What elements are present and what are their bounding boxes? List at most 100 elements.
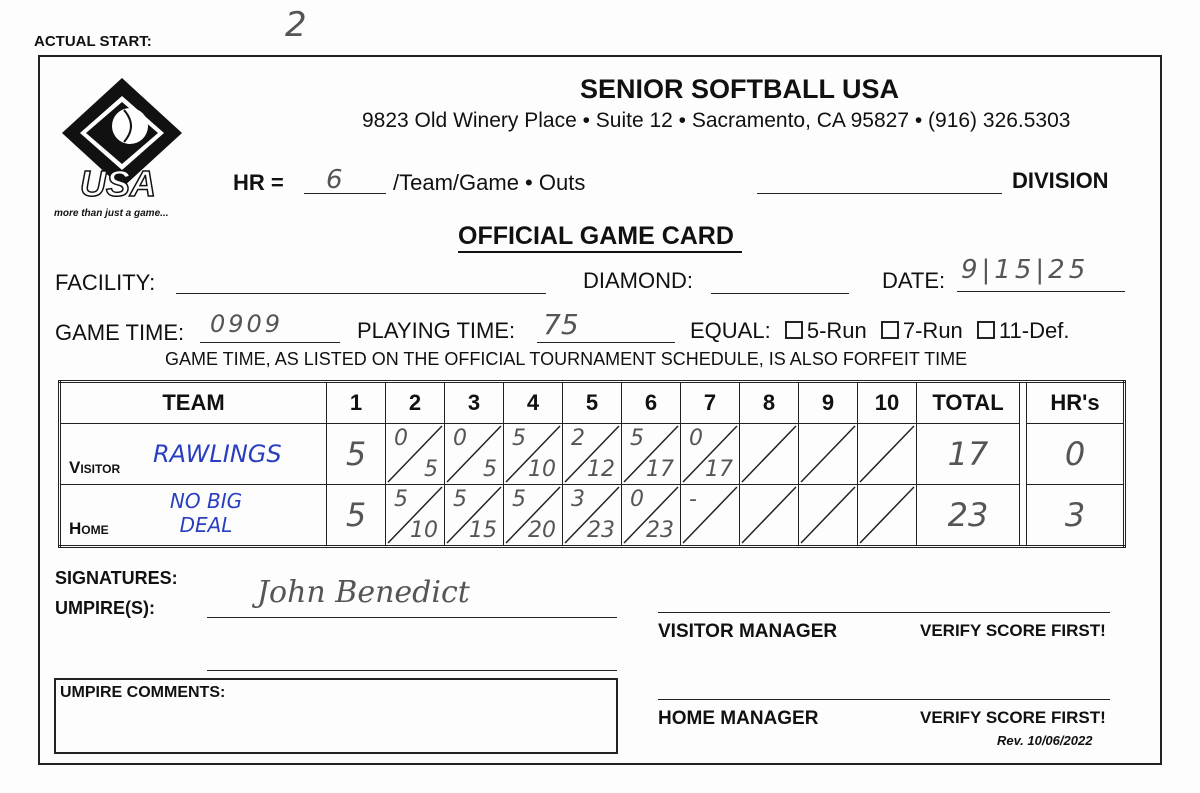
playing-time-field[interactable]: 75 xyxy=(537,308,675,343)
visitor-total[interactable]: 17 xyxy=(916,423,1020,485)
hr-field[interactable]: 6 xyxy=(304,165,386,195)
header-inning: 6 xyxy=(621,381,681,424)
inning-runs: 5 xyxy=(394,487,408,512)
home-inning-9[interactable] xyxy=(798,484,858,547)
cell-diagonal xyxy=(682,486,738,544)
date-label: DATE: xyxy=(882,268,946,293)
cumulative-runs: 10 xyxy=(410,518,438,543)
home-inning-3[interactable]: 5 15 xyxy=(444,484,504,547)
cell-diagonal xyxy=(505,486,561,544)
cumulative-runs: 5 xyxy=(424,457,438,482)
umpire-signature-field[interactable]: John Benedict xyxy=(207,575,617,618)
visitor-hrs[interactable]: 0 xyxy=(1026,423,1125,485)
home-inning-5[interactable]: 3 23 xyxy=(562,484,622,547)
home-inning-10[interactable] xyxy=(857,484,917,547)
home-inning-8[interactable] xyxy=(739,484,799,547)
cell-diagonal xyxy=(741,425,797,483)
forfeit-note: GAME TIME, AS LISTED ON THE OFFICIAL TOU… xyxy=(165,349,968,369)
logo-tagline: more than just a game... xyxy=(54,208,169,219)
logo-usa: USA xyxy=(79,162,157,205)
cumulative-runs: 23 xyxy=(587,518,615,543)
home-inning-4[interactable]: 5 20 xyxy=(503,484,563,547)
division-field[interactable] xyxy=(757,165,1002,194)
cumulative-runs: 20 xyxy=(528,518,556,543)
inning-runs: 3 xyxy=(571,487,585,512)
hrs-value: 0 xyxy=(1064,435,1086,473)
playing-time-label: PLAYING TIME: xyxy=(357,318,516,343)
actual-start-value: 2 xyxy=(285,5,307,45)
revision: Rev. 10/06/2022 xyxy=(997,733,1093,748)
game-time-label: GAME TIME: xyxy=(55,320,185,345)
checkbox-7-run[interactable] xyxy=(880,321,899,339)
home-manager-label: HOME MANAGER xyxy=(658,708,819,729)
cell-diagonal xyxy=(800,425,856,483)
header-hrs: HR's xyxy=(1026,381,1125,424)
diamond-field[interactable] xyxy=(711,265,849,294)
cumulative-runs: 17 xyxy=(705,457,733,482)
home-hrs[interactable]: 3 xyxy=(1026,484,1125,547)
score-table: TEAM 1 2 3 4 5 6 7 8 9 10 TOTAL HR's Vis… xyxy=(58,380,1126,548)
cell-diagonal xyxy=(623,486,679,544)
option-7-run: 7-Run xyxy=(902,318,963,343)
header-inning: 1 xyxy=(326,381,386,424)
inning-runs: 5 xyxy=(345,496,367,534)
visitor-row: Visitor RAWLINGS 5 0 5 0 5 5 10 2 12 5 17 0 17 17 0 xyxy=(59,423,1125,485)
inning-runs: 5 xyxy=(512,487,526,512)
game-time-field[interactable]: 0909 xyxy=(200,310,340,343)
inning-runs: 5 xyxy=(453,487,467,512)
visitor-inning-10[interactable] xyxy=(857,423,917,485)
inning-runs: 0 xyxy=(394,426,408,451)
umpire-label: UMPIRE(S): xyxy=(55,598,155,618)
visitor-inning-8[interactable] xyxy=(739,423,799,485)
total-value: 17 xyxy=(947,435,989,473)
cell-diagonal xyxy=(446,486,502,544)
visitor-label: Visitor xyxy=(69,458,121,477)
cumulative-runs: 23 xyxy=(646,518,674,543)
home-inning-6[interactable]: 0 23 xyxy=(621,484,681,547)
signatures-label: SIGNATURES: xyxy=(55,568,178,588)
home-team-cell[interactable]: Home NO BIG DEAL xyxy=(59,484,327,547)
umpire-signature-field-2[interactable] xyxy=(207,645,617,671)
visitor-inning-7[interactable]: 0 17 xyxy=(680,423,740,485)
diamond-label: DIAMOND: xyxy=(583,268,693,293)
visitor-inning-4[interactable]: 5 10 xyxy=(503,423,563,485)
score-header-row: TEAM 1 2 3 4 5 6 7 8 9 10 TOTAL HR's xyxy=(59,381,1125,424)
date-value: 9|15|25 xyxy=(961,255,1090,285)
home-inning-7[interactable]: - xyxy=(680,484,740,547)
header-inning: 4 xyxy=(503,381,563,424)
checkbox-11-def[interactable] xyxy=(976,321,995,339)
inning-runs: 5 xyxy=(512,426,526,451)
visitor-inning-9[interactable] xyxy=(798,423,858,485)
cell-diagonal xyxy=(682,425,738,483)
option-5-run: 5-Run xyxy=(806,318,867,343)
org-address: 9823 Old Winery Place • Suite 12 • Sacra… xyxy=(362,109,1071,132)
home-row: Home NO BIG DEAL 5 5 10 5 15 5 20 3 23 0 23-23 3 xyxy=(59,484,1125,547)
date-field[interactable]: 9|15|25 xyxy=(957,255,1125,292)
home-total[interactable]: 23 xyxy=(916,484,1020,547)
umpire-comments-box[interactable]: UMPIRE COMMENTS: xyxy=(54,678,618,754)
inning-runs: 5 xyxy=(345,435,367,473)
card-frame xyxy=(38,55,1162,765)
checkbox-5-run[interactable] xyxy=(784,321,803,339)
facility-field[interactable] xyxy=(176,265,546,294)
hrs-value: 3 xyxy=(1064,496,1086,534)
total-value: 23 xyxy=(947,496,989,534)
cell-diagonal xyxy=(387,486,443,544)
home-manager-signature[interactable] xyxy=(658,677,1110,700)
home-label: Home xyxy=(69,519,109,538)
home-inning-1[interactable]: 5 xyxy=(326,484,386,547)
home-inning-2[interactable]: 5 10 xyxy=(385,484,445,547)
cell-diagonal xyxy=(505,425,561,483)
visitor-team-cell[interactable]: Visitor RAWLINGS xyxy=(59,423,327,485)
visitor-manager-signature[interactable] xyxy=(658,590,1110,613)
visitor-inning-5[interactable]: 2 12 xyxy=(562,423,622,485)
header-total: TOTAL xyxy=(916,381,1020,424)
visitor-inning-1[interactable]: 5 xyxy=(326,423,386,485)
cumulative-runs: 10 xyxy=(528,457,556,482)
visitor-inning-6[interactable]: 5 17 xyxy=(621,423,681,485)
inning-runs: 5 xyxy=(630,426,644,451)
header-inning: 7 xyxy=(680,381,740,424)
visitor-verify-note: VERIFY SCORE FIRST! xyxy=(920,621,1106,640)
